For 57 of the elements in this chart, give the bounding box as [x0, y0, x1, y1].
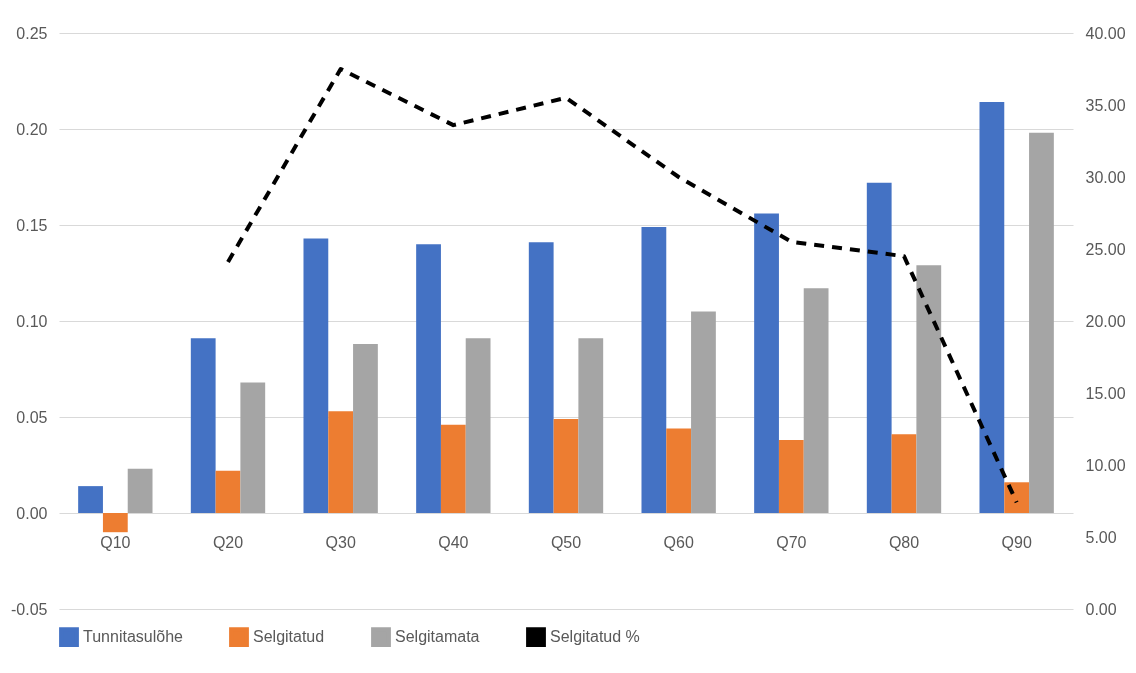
bar [1004, 482, 1030, 513]
bar [215, 470, 241, 513]
x-tick-label: Q30 [325, 534, 356, 551]
x-tick-label: Q90 [1001, 534, 1032, 551]
bar [190, 338, 216, 513]
bar [553, 418, 579, 513]
bar [778, 440, 804, 513]
bar [979, 102, 1005, 513]
y-tick-label: -0.05 [11, 600, 48, 618]
legend-label: Selgitatud % [550, 628, 640, 646]
y2-tick-label: 0.00 [1085, 600, 1117, 618]
bar [328, 411, 354, 513]
legend-label: Selgitatud [253, 628, 325, 646]
bar [916, 265, 942, 513]
bar [666, 428, 692, 513]
x-tick-label: Q80 [888, 534, 920, 551]
y-tick-label: 0.20 [16, 120, 48, 138]
y2-tick-label: 35.00 [1085, 96, 1126, 114]
y-tick-label: 0.10 [16, 312, 48, 330]
bar [353, 344, 378, 513]
x-tick-label: Q50 [550, 534, 582, 551]
y2-tick-label: 40.00 [1085, 24, 1126, 42]
line-series [226, 67, 1019, 505]
x-tick-label: Q70 [776, 534, 807, 551]
bar [303, 238, 329, 513]
x-tick-label: Q60 [663, 534, 694, 551]
y2-tick-label: 25.00 [1085, 240, 1126, 258]
bar [102, 513, 128, 533]
bar [578, 338, 604, 513]
bar [1029, 132, 1054, 513]
y2-tick-label: 30.00 [1085, 168, 1126, 186]
bar [528, 242, 554, 513]
bar [754, 213, 779, 513]
bar [691, 311, 716, 513]
y-tick-label: 0.05 [16, 408, 48, 426]
x-tick-label: Q40 [438, 534, 469, 551]
bar [127, 468, 153, 513]
bar [440, 424, 466, 513]
y-tick-label: 0.25 [16, 24, 48, 42]
y2-tick-label: 15.00 [1085, 384, 1126, 402]
bar [240, 382, 266, 513]
bar [465, 338, 491, 513]
y2-tick-label: 5.00 [1085, 528, 1117, 546]
legend-label: Selgitamata [395, 628, 480, 646]
legend-label: Tunnitasulõhe [83, 628, 184, 646]
y-tick-label: 0.00 [16, 504, 48, 522]
x-tick-label: Q20 [212, 534, 244, 551]
bar [641, 226, 667, 513]
x-tick-label: Q10 [100, 534, 131, 551]
y-tick-label: 0.15 [16, 216, 48, 234]
bar [891, 434, 917, 513]
y2-tick-label: 20.00 [1085, 312, 1126, 330]
bar [866, 182, 892, 513]
bar [416, 244, 441, 513]
y2-tick-label: 10.00 [1085, 456, 1126, 474]
bar [803, 288, 829, 513]
bar [78, 486, 103, 513]
